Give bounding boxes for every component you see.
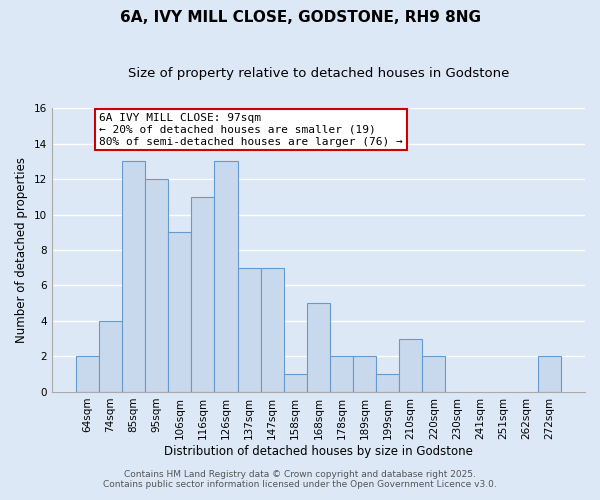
Bar <box>330 356 353 392</box>
X-axis label: Distribution of detached houses by size in Godstone: Distribution of detached houses by size … <box>164 444 473 458</box>
Bar <box>238 268 260 392</box>
Bar <box>307 303 330 392</box>
Y-axis label: Number of detached properties: Number of detached properties <box>15 157 28 343</box>
Bar <box>76 356 99 392</box>
Bar <box>214 162 238 392</box>
Bar <box>122 162 145 392</box>
Bar <box>399 338 422 392</box>
Bar <box>353 356 376 392</box>
Bar <box>538 356 561 392</box>
Bar <box>260 268 284 392</box>
Bar <box>145 179 168 392</box>
Text: Contains HM Land Registry data © Crown copyright and database right 2025.
Contai: Contains HM Land Registry data © Crown c… <box>103 470 497 489</box>
Title: Size of property relative to detached houses in Godstone: Size of property relative to detached ho… <box>128 68 509 80</box>
Bar <box>99 321 122 392</box>
Bar <box>191 197 214 392</box>
Text: 6A IVY MILL CLOSE: 97sqm
← 20% of detached houses are smaller (19)
80% of semi-d: 6A IVY MILL CLOSE: 97sqm ← 20% of detach… <box>99 114 403 146</box>
Bar <box>422 356 445 392</box>
Text: 6A, IVY MILL CLOSE, GODSTONE, RH9 8NG: 6A, IVY MILL CLOSE, GODSTONE, RH9 8NG <box>119 10 481 25</box>
Bar <box>376 374 399 392</box>
Bar <box>168 232 191 392</box>
Bar <box>284 374 307 392</box>
